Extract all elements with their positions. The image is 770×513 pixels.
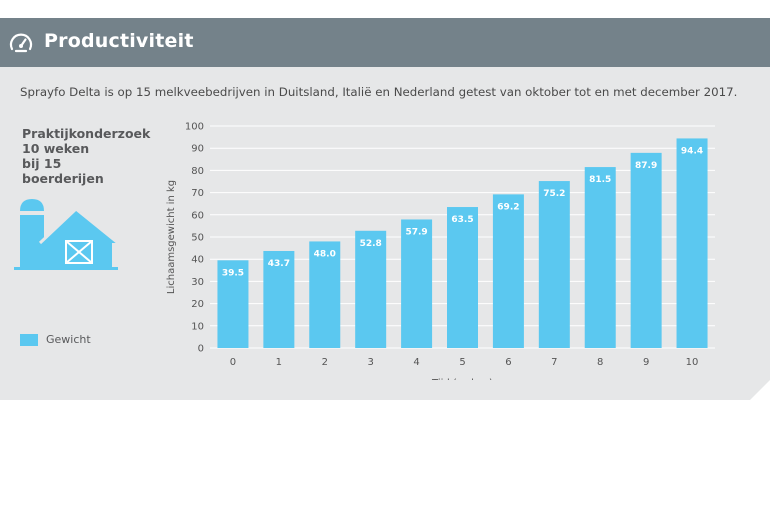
bar: [447, 207, 478, 348]
bar: [630, 152, 662, 348]
farm-icon: [14, 199, 119, 270]
speedometer-icon: [9, 33, 33, 53]
bar: [309, 241, 341, 348]
bar-value-label: 94.4: [681, 146, 703, 156]
y-tick-label: 90: [191, 144, 204, 155]
x-tick-label: 9: [643, 357, 649, 368]
x-tick-label: 7: [551, 357, 557, 368]
intro-text: Sprayfo Delta is op 15 melkveebedrijven …: [20, 85, 738, 99]
y-tick-label: 0: [198, 344, 204, 355]
x-tick-label: 10: [686, 357, 699, 368]
legend-swatch: [20, 333, 38, 346]
bar-value-label: 43.7: [268, 259, 290, 269]
x-tick-label: 6: [505, 357, 511, 368]
bar-value-label: 69.2: [497, 202, 519, 212]
legend-label: Gewicht: [46, 333, 91, 346]
x-tick-label: 1: [276, 357, 282, 368]
bar: [355, 230, 387, 348]
study-summary-line: bij 15: [22, 156, 62, 171]
bar: [492, 194, 524, 348]
study-summary-line: boerderijen: [22, 171, 104, 186]
y-tick-label: 40: [191, 255, 204, 266]
bar-value-label: 57.9: [405, 227, 427, 237]
y-tick-label: 100: [185, 122, 204, 133]
bar-value-label: 81.5: [589, 175, 611, 185]
bar: [217, 260, 249, 348]
x-axis-title: Tijd (weken): [431, 378, 493, 380]
bar: [263, 250, 295, 348]
chart-legend: Gewicht: [20, 333, 91, 346]
x-tick-label: 8: [597, 357, 603, 368]
x-tick-label: 0: [230, 357, 236, 368]
y-tick-label: 70: [191, 188, 204, 199]
y-tick-label: 30: [191, 277, 204, 288]
bar: [676, 138, 708, 348]
x-tick-label: 4: [413, 357, 419, 368]
bar: [584, 167, 616, 348]
x-tick-label: 2: [322, 357, 328, 368]
bar: [538, 181, 570, 348]
y-tick-label: 60: [191, 210, 204, 221]
y-tick-label: 10: [191, 321, 204, 332]
bar-value-label: 63.5: [451, 215, 473, 225]
y-tick-label: 80: [191, 166, 204, 177]
section-header: Productiviteit: [0, 18, 770, 67]
study-summary: Praktijkonderzoek 10 weken bij 15 boerde…: [22, 126, 157, 186]
bar-value-label: 39.5: [222, 268, 244, 278]
study-summary-line: Praktijkonderzoek: [22, 126, 151, 141]
y-axis-title: Lichaamsgewicht in kg: [166, 180, 177, 294]
study-summary-line: 10 weken: [22, 141, 90, 156]
bar: [401, 219, 433, 348]
bar-value-label: 75.2: [543, 189, 565, 199]
bar-value-label: 87.9: [635, 161, 657, 171]
x-tick-label: 3: [367, 357, 373, 368]
section-title: Productiviteit: [44, 30, 194, 52]
y-tick-label: 20: [191, 299, 204, 310]
bar-value-label: 48.0: [314, 249, 336, 259]
y-tick-label: 50: [191, 233, 204, 244]
bar-value-label: 52.8: [360, 239, 382, 249]
x-tick-label: 5: [459, 357, 465, 368]
